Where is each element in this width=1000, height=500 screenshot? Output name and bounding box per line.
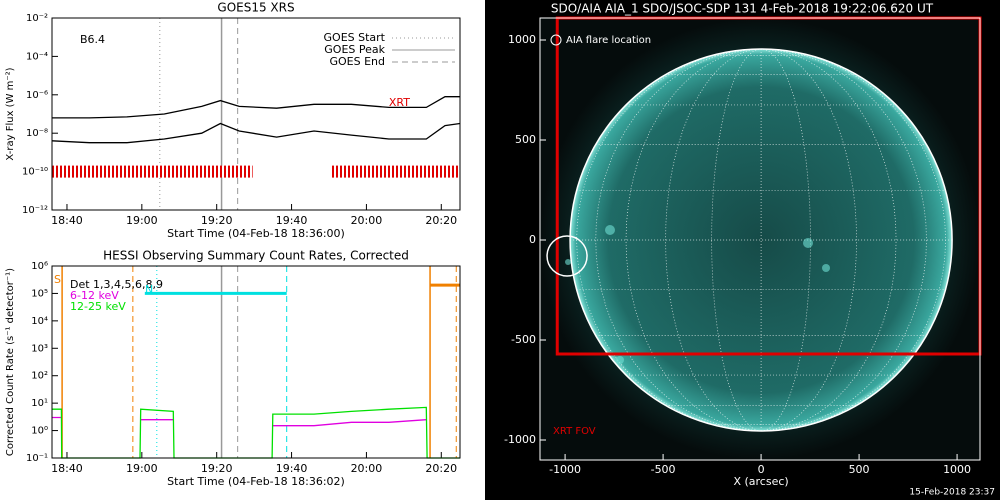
flare-location: [546, 235, 588, 277]
y-tick-label: 10⁶: [31, 261, 48, 272]
y-tick-label: -500: [511, 333, 536, 346]
x-tick-label: 19:20: [201, 462, 233, 475]
x-tick-label: 18:40: [51, 214, 83, 227]
x-tick-label: 19:20: [201, 214, 233, 227]
chart-title: SDO/AIA AIA_1 SDO/JSOC-SDP 131 4-Feb-201…: [551, 2, 934, 16]
flare-legend-symbol: [550, 34, 562, 46]
y-tick-label: 10⁻¹²: [22, 205, 48, 216]
annotation: B6.4: [80, 33, 105, 46]
x-tick-label: 19:00: [126, 462, 158, 475]
flare-legend-label: AIA flare location: [566, 35, 651, 46]
y-tick-label: 10⁴: [31, 316, 48, 327]
y-tick-label: 500: [515, 133, 536, 146]
bright-region: [565, 259, 571, 265]
longitude-line: [761, 48, 927, 432]
x-tick-label: 19:40: [276, 462, 308, 475]
y-tick-label: 10⁵: [31, 288, 48, 299]
plot-frame: [51, 17, 461, 211]
y-tick-label: 10⁻²: [26, 13, 48, 24]
x-tick-label: -500: [651, 463, 676, 476]
image-frame: [539, 17, 981, 461]
y-tick-label: 10⁻⁸: [26, 128, 48, 139]
x-axis-label: Start Time (04-Feb-18 18:36:02): [167, 475, 345, 488]
longitude-line: [761, 48, 946, 432]
annotation: S: [54, 273, 61, 286]
xrt-interval: [52, 165, 253, 178]
x-tick-label: 1000: [943, 463, 971, 476]
x-tick-label: -1000: [549, 463, 581, 476]
legend-label: 6-12 keV: [70, 289, 119, 302]
annotation: XRT: [389, 96, 410, 109]
legend-title: Det 1,3,4,5,6,8,9: [70, 278, 163, 291]
y-tick-label: 0: [529, 233, 536, 246]
bright-region: [803, 238, 813, 248]
series-line: [52, 96, 460, 119]
x-tick-label: 0: [758, 463, 765, 476]
x-tick-label: 500: [849, 463, 870, 476]
x-tick-label: 20:00: [351, 214, 383, 227]
x-axis-label: Start Time (04-Feb-18 18:36:00): [167, 227, 345, 240]
y-tick-label: 10³: [31, 343, 48, 354]
y-tick-label: 10¹: [31, 398, 48, 409]
y-tick-label: 1000: [508, 33, 536, 46]
y-tick-label: 10²: [31, 371, 48, 382]
longitude-line: [761, 48, 857, 432]
x-tick-label: 19:00: [126, 214, 158, 227]
chart-title: HESSI Observing Summary Count Rates, Cor…: [103, 249, 409, 263]
legend-label: GOES End: [329, 55, 385, 68]
y-axis-label: Corrected Count Rate (s⁻¹ detector⁻¹): [5, 268, 16, 456]
longitude-line: [595, 48, 762, 432]
bright-region: [822, 264, 830, 272]
series-line: [52, 406, 460, 459]
x-tick-label: 19:40: [276, 214, 308, 227]
chart-title: GOES15 XRS: [217, 1, 294, 15]
xrt-interval: [330, 165, 460, 178]
y-tick-label: -1000: [504, 433, 536, 446]
y-tick-label: 10⁻⁶: [26, 90, 48, 101]
bright-region: [605, 225, 615, 235]
y-axis-label: X-ray Flux (W m⁻²): [5, 67, 16, 160]
longitude-line: [576, 48, 762, 432]
legend-label: GOES Start: [324, 31, 386, 44]
x-tick-label: 20:20: [425, 462, 457, 475]
longitude-line: [665, 48, 762, 432]
legend-label: GOES Peak: [324, 43, 385, 56]
y-tick-label: 10⁰: [31, 426, 48, 437]
y-tick-label: 10⁻⁴: [26, 51, 48, 62]
series-line: [52, 416, 427, 427]
x-tick-label: 20:20: [425, 214, 457, 227]
series-line: [51, 122, 461, 144]
y-tick-label: 10⁻¹: [26, 453, 48, 464]
x-axis-label: X (arcsec): [733, 475, 788, 488]
plot-frame: [51, 265, 461, 459]
heliographic-grid: [569, 48, 953, 432]
legend-label: 12-25 keV: [70, 300, 126, 313]
bright-region: [616, 356, 624, 364]
longitude-line: [761, 48, 953, 432]
longitude-line: [569, 48, 762, 432]
fov-label: XRT FOV: [553, 426, 596, 437]
footer: 15-Feb-2018 23:37: [909, 488, 995, 498]
x-tick-label: 18:40: [51, 462, 83, 475]
x-tick-label: 20:00: [351, 462, 383, 475]
annotation: N: [145, 283, 153, 296]
y-tick-label: 10⁻¹⁰: [22, 167, 48, 178]
